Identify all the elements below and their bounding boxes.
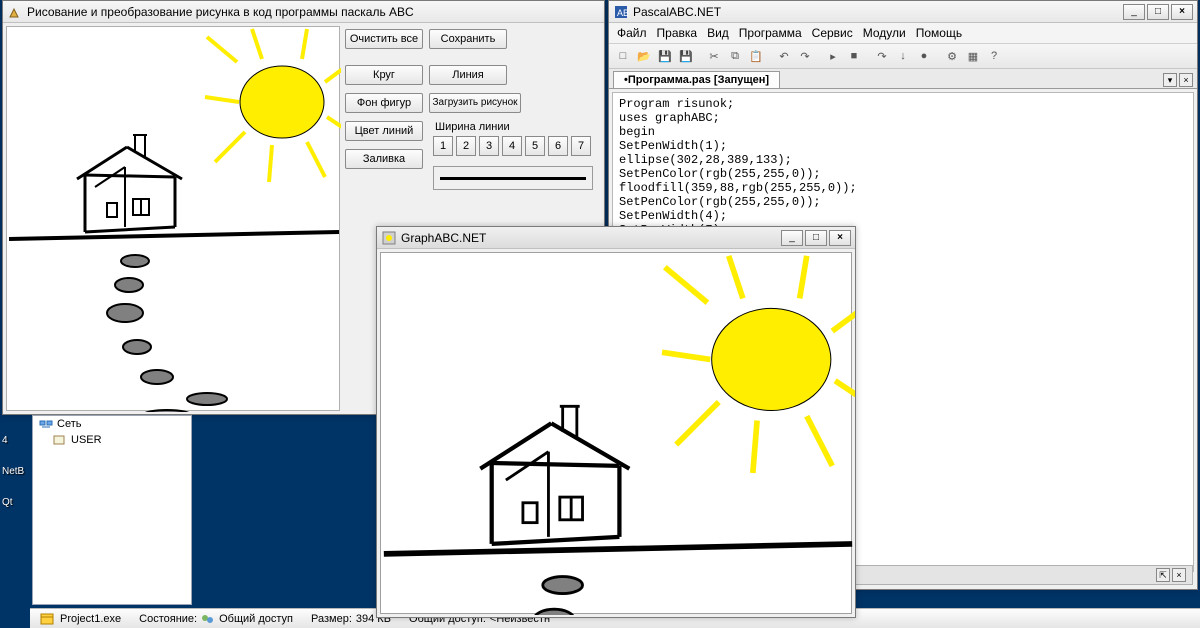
linewidth-preview	[433, 166, 593, 190]
graphabc-window: GraphABC.NET _ □ ×	[376, 226, 856, 618]
menu-Модули[interactable]: Модули	[863, 26, 906, 40]
maximize-button[interactable]: □	[805, 230, 827, 246]
modules-icon[interactable]: ▦	[964, 47, 982, 65]
tab-close-button[interactable]: ×	[1179, 73, 1193, 87]
preview-line	[440, 177, 586, 180]
bottom-pin-button[interactable]: ⇱	[1156, 568, 1170, 582]
load-button[interactable]: Загрузить рисунок	[429, 93, 521, 113]
menu-Сервис[interactable]: Сервис	[812, 26, 853, 40]
desktop-label: 4	[2, 435, 30, 446]
options-icon[interactable]: ⚙	[943, 47, 961, 65]
open-icon[interactable]: 📂	[635, 47, 653, 65]
linewidth-6[interactable]: 6	[548, 136, 568, 156]
file-tab[interactable]: •Программа.pas [Запущен]	[613, 71, 780, 88]
stepover-icon[interactable]: ↷	[873, 47, 891, 65]
undo-icon[interactable]: ↶	[775, 47, 793, 65]
graphabc-titlebar[interactable]: GraphABC.NET _ □ ×	[377, 227, 855, 249]
close-button[interactable]: ×	[829, 230, 851, 246]
new-icon[interactable]: □	[614, 47, 632, 65]
desktop-label: NetB	[2, 466, 30, 477]
minimize-button[interactable]: _	[781, 230, 803, 246]
stop-icon[interactable]: ■	[845, 47, 863, 65]
circle-button[interactable]: Круг	[345, 65, 423, 85]
copy-icon[interactable]: ⧉	[726, 47, 744, 65]
drawing-app-title: Рисование и преобразование рисунка в код…	[27, 5, 600, 19]
explorer-item-user[interactable]: USER	[33, 432, 191, 448]
linewidth-5[interactable]: 5	[525, 136, 545, 156]
linewidth-selector: 1234567	[433, 136, 593, 156]
explorer-label: USER	[71, 434, 102, 446]
save-icon[interactable]: 💾	[656, 47, 674, 65]
menu-Помощь[interactable]: Помощь	[916, 26, 962, 40]
graphabc-title: GraphABC.NET	[401, 231, 781, 245]
explorer-panel: Сеть USER	[32, 415, 192, 605]
linewidth-label: Ширина линии	[433, 121, 593, 133]
bgshape-button[interactable]: Фон фигур	[345, 93, 423, 113]
maximize-button[interactable]: □	[1147, 4, 1169, 20]
line-button[interactable]: Линия	[429, 65, 507, 85]
stepinto-icon[interactable]: ↓	[894, 47, 912, 65]
saveall-icon[interactable]: 💾	[677, 47, 695, 65]
ide-menubar: Файл Правка Вид Программа Сервис Модули Помощь	[609, 23, 1197, 44]
status-state: Состояние: Общий доступ	[139, 613, 293, 625]
explorer-label: Сеть	[57, 418, 81, 430]
drawing-canvas[interactable]	[6, 26, 340, 411]
drawing-scene	[7, 27, 341, 412]
clear-button[interactable]: Очистить все	[345, 29, 423, 49]
graphabc-icon	[381, 230, 397, 246]
run-icon[interactable]: ▸	[824, 47, 842, 65]
minimize-button[interactable]: _	[1123, 4, 1145, 20]
linewidth-4[interactable]: 4	[502, 136, 522, 156]
ide-tabstrip: •Программа.pas [Запущен] ▾ ×	[609, 69, 1197, 89]
linewidth-2[interactable]: 2	[456, 136, 476, 156]
svg-text:АВ: АВ	[617, 8, 628, 18]
ide-title: PascalABC.NET	[633, 5, 1123, 19]
breakpoint-icon[interactable]: ●	[915, 47, 933, 65]
linewidth-3[interactable]: 3	[479, 136, 499, 156]
linewidth-1[interactable]: 1	[433, 136, 453, 156]
tab-dropdown-button[interactable]: ▾	[1163, 73, 1177, 87]
status-project: Project1.exe	[40, 612, 121, 626]
ide-icon: АВ	[613, 4, 629, 20]
help-icon[interactable]: ?	[985, 47, 1003, 65]
cut-icon[interactable]: ✂	[705, 47, 723, 65]
redo-icon[interactable]: ↷	[796, 47, 814, 65]
linecolor-button[interactable]: Цвет линий	[345, 121, 423, 141]
graphabc-scene	[381, 253, 855, 615]
save-button[interactable]: Сохранить	[429, 29, 507, 49]
graphabc-canvas	[380, 252, 852, 614]
fill-button[interactable]: Заливка	[345, 149, 423, 169]
close-button[interactable]: ×	[1171, 4, 1193, 20]
app-icon	[7, 4, 23, 20]
tool-panel: Очистить все Сохранить Круг Линия Фон фи…	[345, 29, 601, 190]
desktop-icon-labels: 4 NetB Qt	[0, 415, 32, 528]
menu-Вид[interactable]: Вид	[707, 26, 729, 40]
menu-Программа[interactable]: Программа	[739, 26, 802, 40]
desktop-label: Qt	[2, 497, 30, 508]
paste-icon[interactable]: 📋	[747, 47, 765, 65]
menu-Файл[interactable]: Файл	[617, 26, 647, 40]
bottom-close-button[interactable]: ×	[1172, 568, 1186, 582]
menu-Правка[interactable]: Правка	[657, 26, 698, 40]
drawing-app-titlebar[interactable]: Рисование и преобразование рисунка в код…	[3, 1, 604, 23]
ide-toolbar: □📂💾💾✂⧉📋↶↷▸■↷↓●⚙▦?	[609, 44, 1197, 69]
explorer-item-network[interactable]: Сеть	[33, 416, 191, 432]
ide-titlebar[interactable]: АВ PascalABC.NET _ □ ×	[609, 1, 1197, 23]
linewidth-7[interactable]: 7	[571, 136, 591, 156]
